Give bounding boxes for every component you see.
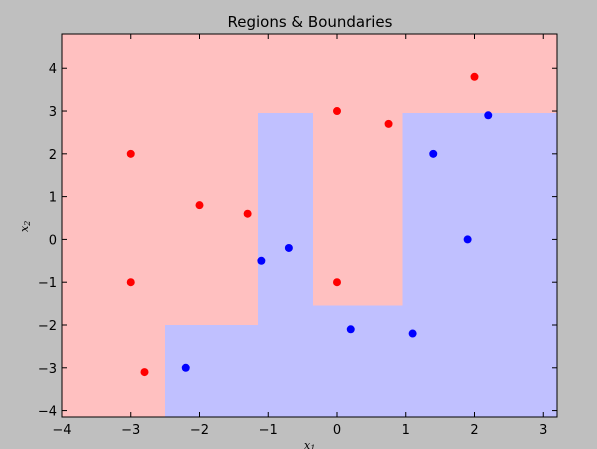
x-tick-label-3: −1	[259, 423, 278, 438]
y-tick-label-0: −4	[38, 405, 57, 420]
point-blue-0	[181, 363, 190, 372]
region-blue-0	[165, 324, 258, 417]
region-blue-1	[257, 113, 313, 417]
x-tick-label-1: −3	[121, 423, 140, 438]
point-red-7	[384, 119, 393, 128]
point-red-0	[126, 149, 135, 158]
point-blue-5	[429, 149, 438, 158]
y-tick-label-4: 0	[49, 233, 57, 248]
point-red-4	[243, 209, 252, 218]
point-red-3	[195, 201, 204, 210]
y-tick-label-8: 4	[49, 62, 57, 77]
x-tick-label-2: −2	[190, 423, 209, 438]
y-tick-label-2: −2	[38, 319, 57, 334]
y-tick-label-1: −3	[38, 362, 57, 377]
x-tick-label-7: 3	[539, 423, 547, 438]
point-red-2	[140, 368, 149, 377]
y-tick-label-5: 1	[49, 191, 57, 206]
plot-frame	[61, 33, 558, 418]
point-blue-7	[484, 111, 493, 120]
point-red-6	[333, 278, 341, 287]
y-tick-label-6: 2	[49, 148, 57, 163]
point-blue-4	[408, 329, 417, 338]
plot-area: −4 −3 −2 −1 0 1 2 3 −4 −3 −2 −1 0 1 2 3 4	[38, 33, 558, 438]
chart-title: Regions & Boundaries	[228, 13, 393, 31]
x-tick-label-4: 0	[333, 423, 341, 438]
point-blue-3	[346, 325, 355, 334]
x-axis-label: x1	[304, 439, 315, 449]
point-blue-6	[463, 235, 472, 244]
x-tick-label-6: 2	[470, 423, 478, 438]
point-blue-2	[284, 243, 293, 252]
y-tick-label-3: −1	[38, 276, 57, 291]
x-tick-label-5: 1	[402, 423, 410, 438]
y-axis-label: x2	[18, 221, 32, 232]
region-blue-3	[402, 113, 557, 417]
point-red-8	[470, 72, 479, 81]
y-tick-label-7: 3	[49, 105, 57, 120]
point-red-1	[126, 278, 135, 287]
point-red-5	[333, 107, 341, 116]
x-tick-label-0: −4	[52, 423, 71, 438]
region-blue-2	[312, 305, 403, 417]
point-blue-1	[257, 256, 266, 265]
